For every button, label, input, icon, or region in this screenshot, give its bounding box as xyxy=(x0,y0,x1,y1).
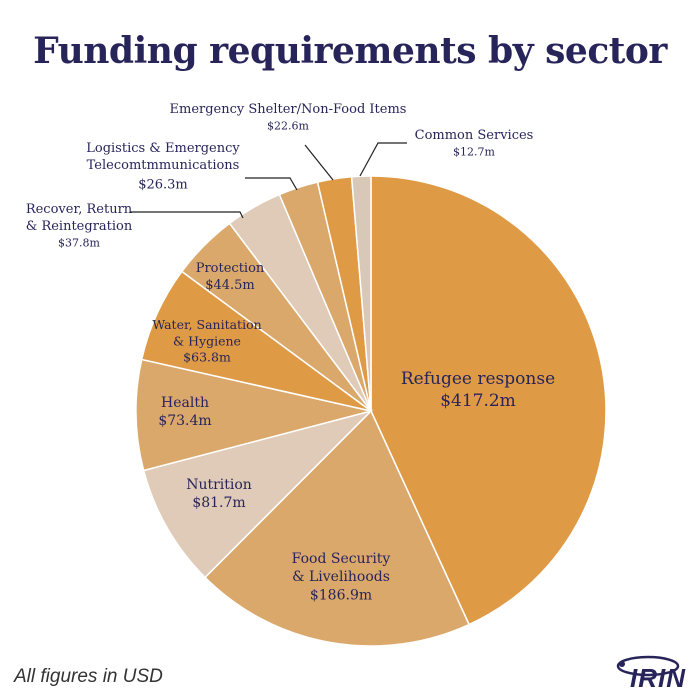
slice-value: $44.5m xyxy=(205,278,255,293)
leader-line xyxy=(130,211,244,219)
slice-label-8: Logistics & Emergency Telecomtmmunication… xyxy=(86,141,298,192)
slice-value: $73.4m xyxy=(158,413,211,429)
pie-slice-3 xyxy=(142,409,374,579)
pie-slice-4 xyxy=(135,358,372,472)
leader-line xyxy=(304,144,334,181)
slice-value: $12.7m xyxy=(453,146,495,159)
slice-name: Food Security & Livelihoods xyxy=(292,551,391,585)
slice-value: $63.8m xyxy=(183,350,231,365)
slice-label-2: Food Security & Livelihoods $186.9m xyxy=(292,551,391,603)
slice-name: Common Services xyxy=(415,128,534,143)
slice-label-9: Emergency Shelter/Non-Food Items $22.6m xyxy=(170,102,407,181)
slice-name: Nutrition xyxy=(186,477,252,493)
chart-title: Funding requirements by sector xyxy=(33,30,667,72)
slice-label-7: Recover, Return & Reintegration $37.8m xyxy=(26,202,244,249)
slice-label-10: Common Services $12.7m xyxy=(359,128,534,177)
footnote: All figures in USD xyxy=(14,666,163,687)
slice-value: $37.8m xyxy=(58,236,100,249)
leader-line xyxy=(359,142,407,177)
slice-name: Health xyxy=(161,395,209,411)
pie-slice-1 xyxy=(370,175,607,626)
slice-name: Refugee response xyxy=(401,369,555,389)
slice-name: Water, Sanitation & Hygiene xyxy=(152,317,261,348)
slice-value: $81.7m xyxy=(192,495,245,511)
leader-line xyxy=(245,177,298,191)
slice-name: Recover, Return & Reintegration xyxy=(26,202,133,234)
slice-value: $417.2m xyxy=(440,391,516,411)
slice-label-4: Health $73.4m xyxy=(158,395,211,429)
irin-logo-icon xyxy=(616,655,680,677)
pie-slice-10 xyxy=(350,175,372,412)
slice-value: $186.9m xyxy=(310,587,372,603)
slice-name: Protection xyxy=(196,261,265,276)
slice-label-3: Nutrition $81.7m xyxy=(186,477,252,511)
slice-label-5: Water, Sanitation & Hygiene $63.8m xyxy=(152,317,261,365)
pie-slice-2 xyxy=(203,409,471,647)
slice-value: $22.6m xyxy=(267,120,309,133)
logo-text: IRIN xyxy=(630,663,686,693)
slice-value: $26.3m xyxy=(138,177,188,192)
slice-label-6: Protection $44.5m xyxy=(196,261,265,293)
slice-label-1: Refugee response$417.2m xyxy=(401,369,555,411)
slice-name: Emergency Shelter/Non-Food Items xyxy=(170,102,407,117)
slice-name: Logistics & Emergency Telecomtmmunication… xyxy=(86,141,240,173)
